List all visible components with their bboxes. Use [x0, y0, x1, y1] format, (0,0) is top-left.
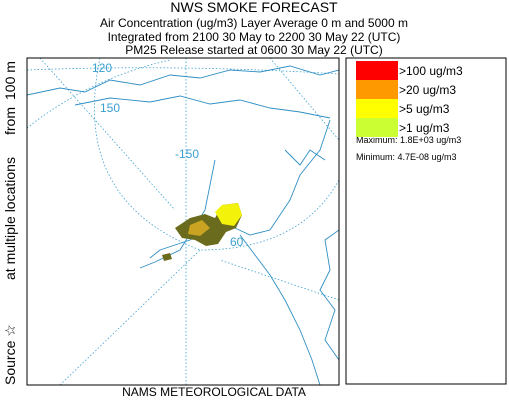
graticule	[59, 249, 201, 385]
legend-frame	[345, 57, 507, 385]
coastline	[27, 65, 339, 96]
side-label-part: at multiple locations	[2, 157, 18, 280]
graticule-label: 120	[92, 61, 112, 75]
graticule	[93, 58, 339, 251]
coastline	[74, 95, 331, 119]
map-frame	[26, 57, 340, 386]
side-label-part: 100 m	[2, 61, 18, 100]
legend-label: >100 ug/m3	[399, 64, 463, 78]
side-label-part: Source ☆	[2, 324, 18, 385]
graticule	[39, 58, 176, 211]
smoke-plume	[162, 253, 172, 261]
graticule-label: -150	[175, 147, 199, 161]
legend-swatch	[356, 80, 398, 99]
graticule	[27, 67, 339, 75]
legend-swatch	[356, 118, 398, 137]
legend-label: >20 ug/m3	[399, 83, 456, 97]
side-label-part: from	[2, 107, 18, 135]
graticule	[269, 58, 339, 141]
graticule	[219, 259, 339, 301]
legend-label: >5 ug/m3	[399, 102, 450, 116]
subtitle-line: Air Concentration (ug/m3) Layer Average …	[100, 16, 408, 30]
coastline	[239, 234, 321, 385]
graticule-label: 60	[230, 235, 244, 249]
subtitle-line: Integrated from 2100 30 May to 2200 30 M…	[108, 30, 401, 44]
border	[319, 229, 339, 361]
side-label: Source ☆ at multiple locations from 100 …	[2, 61, 18, 385]
graticule	[27, 59, 171, 129]
border	[139, 159, 216, 269]
legend-maximum: Maximum: 1.8E+03 ug/m3	[356, 135, 461, 145]
footer: NAMS METEOROLOGICAL DATA	[122, 385, 306, 399]
subtitle-line: PM25 Release started at 0600 30 May 22 (…	[125, 43, 382, 57]
graticule-label: 150	[100, 101, 120, 115]
smoke-plume	[215, 203, 242, 226]
title: NWS SMOKE FORECAST	[170, 0, 338, 15]
coastline	[284, 149, 326, 166]
smoke-plume	[188, 220, 210, 236]
legend-swatch	[356, 99, 398, 118]
legend-minimum: Minimum: 4.7E-08 ug/m3	[356, 152, 457, 162]
legend-label: >1 ug/m3	[399, 121, 450, 135]
legend: Maximum: 1.8E+03 ug/m3 Minimum: 4.7E-08 …	[345, 57, 507, 385]
legend-swatch	[356, 61, 398, 80]
map: 120 150 -150 60	[26, 57, 340, 386]
